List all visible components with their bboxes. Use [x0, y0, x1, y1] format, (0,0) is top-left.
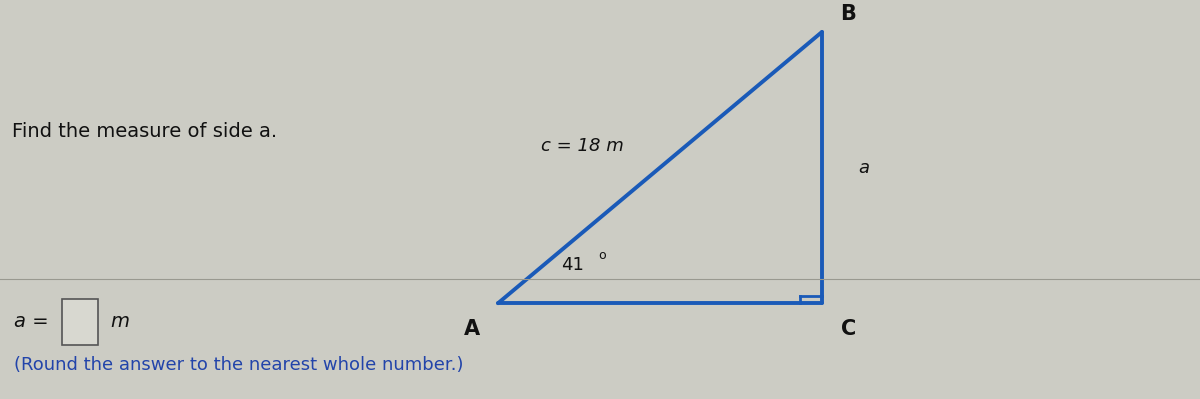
Text: A: A [463, 319, 480, 339]
Text: 41: 41 [560, 256, 584, 275]
Text: Find the measure of side a.: Find the measure of side a. [12, 122, 277, 141]
Text: (Round the answer to the nearest whole number.): (Round the answer to the nearest whole n… [14, 356, 464, 374]
Text: c = 18 m: c = 18 m [541, 136, 623, 155]
Bar [62, 299, 98, 345]
Text: a: a [858, 158, 870, 177]
Text: m: m [110, 312, 130, 331]
Text: C: C [841, 319, 856, 339]
Text: B: B [840, 4, 857, 24]
Text: o: o [599, 249, 606, 262]
Text: a =: a = [14, 312, 55, 331]
